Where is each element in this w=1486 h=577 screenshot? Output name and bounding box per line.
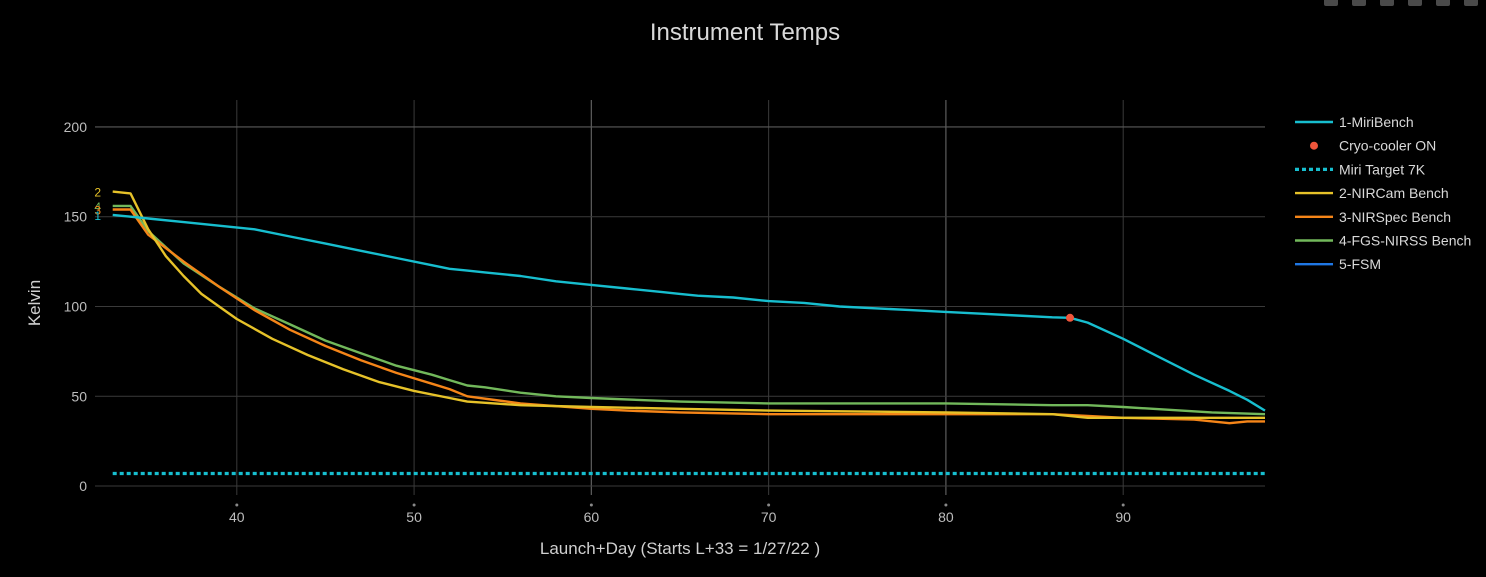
legend-label: 4-FGS-NIRSS Bench <box>1339 233 1471 249</box>
series-start-label: 3 <box>94 204 101 218</box>
series-start-label: 2 <box>94 186 101 200</box>
tick-labels: 40 50 60 70 80 90 0 50 100 150 200 <box>64 119 1132 525</box>
x-tick-label: 60 <box>584 509 600 525</box>
series-line-3-nirspec-bench[interactable] <box>112 208 1265 425</box>
series-line-4-fgs-nirss-bench[interactable] <box>112 204 1266 416</box>
modebar <box>1324 0 1478 6</box>
legend-item[interactable]: Cryo-cooler ON <box>1310 138 1436 154</box>
series-line-1-miribench[interactable] <box>112 213 1266 412</box>
legend-item[interactable]: 3-NIRSpec Bench <box>1295 209 1451 225</box>
legend-label: Cryo-cooler ON <box>1339 138 1436 154</box>
grid <box>95 100 1265 495</box>
legend-item[interactable]: 5-FSM <box>1295 256 1381 272</box>
x-tick-label: 50 <box>406 509 422 525</box>
legend-item[interactable]: Miri Target 7K <box>1295 161 1426 177</box>
x-tick-label: 70 <box>761 509 777 525</box>
legend-label: 3-NIRSpec Bench <box>1339 209 1451 225</box>
camera-icon[interactable] <box>1324 0 1338 6</box>
chart-title: Instrument Temps <box>650 19 840 46</box>
legend[interactable]: 1-MiriBench Cryo-cooler ON Miri Target 7K 2… <box>1295 114 1471 272</box>
series-line-2-nircam-bench[interactable] <box>112 190 1265 419</box>
autoscale-icon[interactable] <box>1464 0 1478 6</box>
legend-item[interactable]: 4-FGS-NIRSS Bench <box>1295 233 1471 249</box>
legend-label: 5-FSM <box>1339 256 1381 272</box>
y-tick-label: 100 <box>64 298 88 314</box>
x-axis-title: Launch+Day (Starts L+33 = 1/27/22 ) <box>540 539 820 558</box>
cryo-cooler-marker[interactable] <box>1066 313 1074 322</box>
x-tick-mark <box>944 503 948 507</box>
zoom-in-icon[interactable] <box>1408 0 1422 6</box>
zoom-out-icon[interactable] <box>1436 0 1450 6</box>
legend-label: 1-MiriBench <box>1339 114 1414 130</box>
legend-label: Miri Target 7K <box>1339 161 1426 177</box>
x-tick-mark <box>412 503 416 507</box>
legend-swatch <box>1310 141 1318 150</box>
pan-icon[interactable] <box>1380 0 1394 6</box>
y-tick-label: 200 <box>64 119 88 135</box>
series-start-label: 4 <box>94 200 101 214</box>
plot-area[interactable] <box>112 190 1266 476</box>
legend-item[interactable]: 1-MiriBench <box>1295 114 1414 130</box>
x-tick-mark <box>589 503 593 507</box>
zoom-icon[interactable] <box>1352 0 1366 6</box>
x-tick-label: 40 <box>229 509 245 525</box>
x-tick-mark <box>1121 503 1125 507</box>
start-labels: 43 2 1 <box>94 186 101 223</box>
legend-label: 2-NIRCam Bench <box>1339 185 1449 201</box>
y-tick-label: 0 <box>79 478 87 494</box>
x-tick-mark <box>235 503 239 507</box>
x-tick-label: 90 <box>1115 509 1131 525</box>
y-tick-label: 150 <box>64 209 88 225</box>
x-tick-label: 80 <box>938 509 954 525</box>
y-axis-title: Kelvin <box>25 280 44 326</box>
legend-item[interactable]: 2-NIRCam Bench <box>1295 185 1449 201</box>
x-tick-mark <box>767 503 771 507</box>
series-start-label: 1 <box>94 209 101 223</box>
y-tick-label: 50 <box>71 388 87 404</box>
